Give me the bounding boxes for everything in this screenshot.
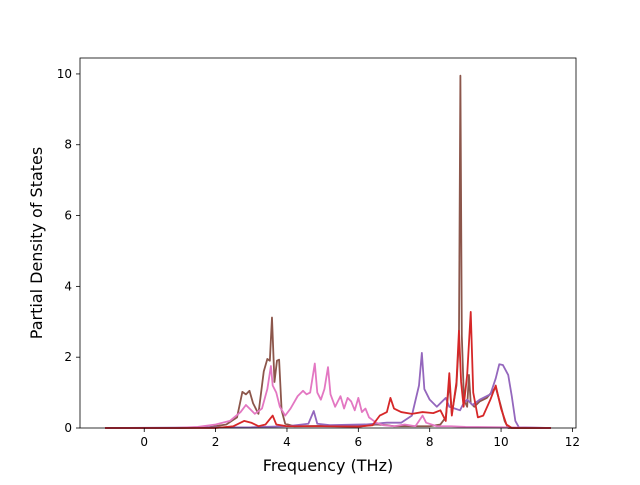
x-axis: 0 2 4 6 8 10 12	[140, 428, 580, 449]
y-axis-label: Partial Density of States	[27, 147, 46, 339]
plot-frame	[79, 57, 577, 429]
y-axis: 0 2 4 6 8 10	[57, 67, 80, 435]
series-layer	[104, 74, 552, 429]
y-tick-label: 6	[64, 209, 72, 223]
x-axis-label: Frequency (THz)	[263, 456, 393, 475]
y-tick-label: 4	[64, 279, 72, 293]
y-tick-label: 2	[64, 350, 72, 364]
x-tick-label: 4	[283, 435, 291, 449]
x-tick-label: 8	[426, 435, 434, 449]
x-tick-label: 2	[212, 435, 220, 449]
x-tick-label: 0	[140, 435, 148, 449]
y-tick-label: 8	[64, 138, 72, 152]
x-tick-label: 6	[355, 435, 363, 449]
series-line-2	[104, 352, 552, 429]
series-line-4	[104, 310, 552, 429]
series-line-3	[104, 362, 552, 429]
x-tick-label: 10	[493, 435, 508, 449]
y-tick-label: 0	[64, 421, 72, 435]
y-tick-label: 10	[57, 67, 72, 81]
x-tick-label: 12	[565, 435, 580, 449]
